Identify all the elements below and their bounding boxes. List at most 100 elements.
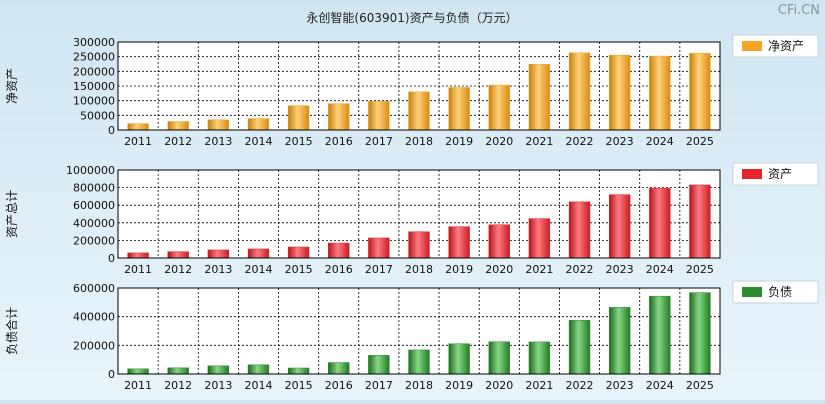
bar-2020 xyxy=(488,84,510,131)
bar-2012 xyxy=(167,121,189,131)
x-tick-label: 2013 xyxy=(204,379,232,392)
x-tick-label: 2019 xyxy=(445,135,473,148)
y-tick-label: 150000 xyxy=(73,80,115,93)
bar-2016 xyxy=(328,242,350,259)
y-tick-label: 600000 xyxy=(73,199,115,212)
x-tick-label: 2020 xyxy=(485,135,513,148)
bar-2013 xyxy=(207,119,230,131)
legend-box xyxy=(732,34,819,58)
x-tick-label: 2025 xyxy=(686,263,714,276)
x-tick-label: 2021 xyxy=(525,263,553,276)
x-tick-label: 2023 xyxy=(606,135,634,148)
x-tick-label: 2014 xyxy=(244,135,272,148)
y-tick-label: 200000 xyxy=(73,339,115,352)
bar-2017 xyxy=(368,237,390,259)
x-tick-label: 2020 xyxy=(485,263,513,276)
bar-2016 xyxy=(328,103,350,131)
bar-2014 xyxy=(247,364,270,375)
plot-frame xyxy=(117,169,721,259)
y-axis-label: 净资产 xyxy=(5,68,19,104)
bar-2012 xyxy=(167,251,189,259)
x-tick-label: 2011 xyxy=(124,135,152,148)
bar-2015 xyxy=(287,367,310,375)
bar-2021 xyxy=(528,218,551,259)
legend-box xyxy=(732,280,819,304)
y-tick-label: 800000 xyxy=(73,182,115,195)
x-tick-label: 2012 xyxy=(164,135,192,148)
y-tick-label: 200000 xyxy=(73,234,115,247)
bar-2018 xyxy=(408,231,430,259)
bar-2020 xyxy=(488,224,510,259)
bar-2017 xyxy=(368,101,390,131)
x-tick-label: 2021 xyxy=(525,135,553,148)
bar-2014 xyxy=(247,118,270,131)
x-tick-label: 2022 xyxy=(566,379,594,392)
legend: 负债 xyxy=(732,280,819,304)
bar-2018 xyxy=(408,91,430,131)
y-axis-label: 资产总计 xyxy=(5,190,19,238)
bar-2013 xyxy=(207,249,230,259)
x-tick-label: 2017 xyxy=(365,263,393,276)
x-tick-label: 2016 xyxy=(325,263,353,276)
bar-2022 xyxy=(568,52,591,131)
bar-2018 xyxy=(408,349,430,375)
watermark: CFi.CN xyxy=(778,3,820,18)
x-tick-label: 2019 xyxy=(445,263,473,276)
plot-frame xyxy=(117,287,721,375)
x-tick-label: 2024 xyxy=(646,263,674,276)
y-tick-label: 0 xyxy=(108,252,115,265)
x-tick-label: 2023 xyxy=(606,263,634,276)
bar-2021 xyxy=(528,64,551,131)
y-tick-label: 100000 xyxy=(73,95,115,108)
bar-2017 xyxy=(368,355,390,375)
legend-box xyxy=(732,162,819,186)
bar-2025 xyxy=(689,292,711,375)
x-tick-label: 2015 xyxy=(285,263,313,276)
bar-2012 xyxy=(167,367,189,375)
y-tick-label: 0 xyxy=(108,368,115,381)
legend-label: 净资产 xyxy=(768,39,804,53)
bar-2023 xyxy=(608,307,631,375)
legend-label: 资产 xyxy=(768,167,792,181)
x-tick-label: 2014 xyxy=(244,263,272,276)
chart-panel-2: 0 200000 400000 600000 800000 1000000 2011 2012… xyxy=(5,162,819,276)
bar-2020 xyxy=(488,341,510,375)
plot-frame xyxy=(117,41,721,131)
legend-swatch xyxy=(742,287,762,297)
bar-2016 xyxy=(328,362,350,375)
y-tick-label: 600000 xyxy=(73,282,115,295)
legend-swatch xyxy=(742,169,762,179)
y-tick-label: 400000 xyxy=(73,217,115,230)
y-tick-label: 1000000 xyxy=(66,164,115,177)
x-tick-label: 2025 xyxy=(686,379,714,392)
bar-2025 xyxy=(689,52,711,131)
bar-2025 xyxy=(689,184,711,259)
x-tick-label: 2019 xyxy=(445,379,473,392)
x-tick-label: 2022 xyxy=(566,263,594,276)
bar-2024 xyxy=(649,295,671,375)
bar-2013 xyxy=(207,365,230,375)
x-tick-label: 2013 xyxy=(204,263,232,276)
chart-title: 永创智能(603901)资产与负债（万元） xyxy=(306,10,517,25)
x-tick-label: 2012 xyxy=(164,263,192,276)
legend: 资产 xyxy=(732,162,819,186)
y-tick-label: 400000 xyxy=(73,311,115,324)
x-tick-label: 2017 xyxy=(365,135,393,148)
y-tick-label: 0 xyxy=(108,124,115,137)
x-tick-label: 2011 xyxy=(124,379,152,392)
y-axis-label: 负债合计 xyxy=(4,307,19,355)
bar-2019 xyxy=(448,87,470,131)
x-tick-label: 2016 xyxy=(325,135,353,148)
x-tick-label: 2015 xyxy=(285,379,313,392)
legend-swatch xyxy=(742,41,762,51)
bar-2011 xyxy=(127,252,149,259)
bar-2023 xyxy=(608,194,631,259)
bar-2024 xyxy=(649,55,671,131)
x-tick-label: 2012 xyxy=(164,379,192,392)
bar-2014 xyxy=(247,248,270,259)
y-tick-label: 300000 xyxy=(73,36,115,49)
bar-2015 xyxy=(287,105,310,131)
